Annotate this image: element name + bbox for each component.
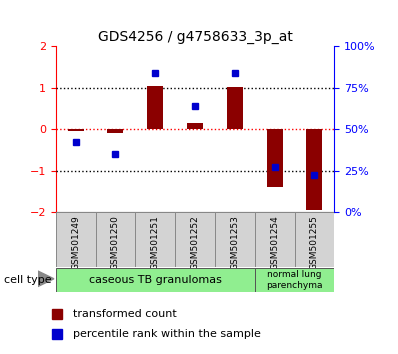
Bar: [255, 212, 295, 267]
Bar: [187, 123, 203, 129]
Text: GSM501253: GSM501253: [230, 215, 239, 270]
Text: percentile rank within the sample: percentile rank within the sample: [73, 329, 261, 339]
Title: GDS4256 / g4758633_3p_at: GDS4256 / g4758633_3p_at: [98, 30, 293, 44]
Text: GSM501254: GSM501254: [270, 215, 279, 270]
Bar: [107, 129, 123, 132]
Text: GSM501255: GSM501255: [310, 215, 319, 270]
Text: GSM501250: GSM501250: [111, 215, 120, 270]
Bar: [306, 129, 322, 210]
Bar: [215, 212, 255, 267]
Bar: [56, 268, 255, 292]
Bar: [147, 86, 163, 129]
Text: caseous TB granulomas: caseous TB granulomas: [89, 275, 222, 285]
Text: GSM501251: GSM501251: [151, 215, 160, 270]
Bar: [227, 87, 243, 129]
Bar: [255, 268, 334, 292]
Polygon shape: [38, 271, 54, 287]
Text: cell type: cell type: [4, 275, 52, 285]
Text: GSM501249: GSM501249: [71, 215, 80, 270]
Bar: [56, 212, 96, 267]
Bar: [135, 212, 175, 267]
Bar: [267, 129, 283, 188]
Text: normal lung
parenchyma: normal lung parenchyma: [266, 270, 323, 290]
Bar: [96, 212, 135, 267]
Bar: [68, 129, 84, 131]
Bar: [295, 212, 334, 267]
Text: GSM501252: GSM501252: [191, 215, 199, 270]
Text: transformed count: transformed count: [73, 309, 177, 319]
Bar: [175, 212, 215, 267]
